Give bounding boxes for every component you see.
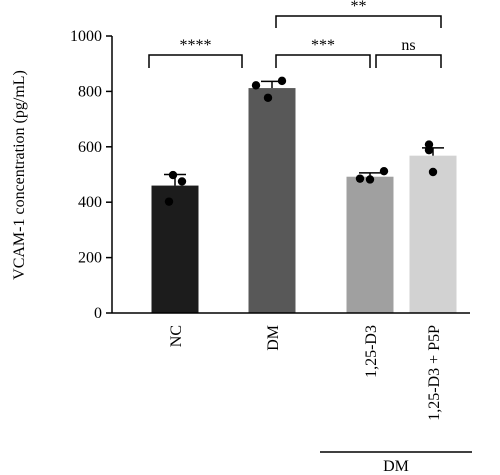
significance-bracket: [375, 54, 442, 68]
data-points: [164, 76, 438, 206]
y-tick-label: 200: [78, 250, 102, 267]
bar: [346, 176, 394, 313]
significance-label: **: [351, 0, 367, 15]
significance-bracket: [275, 54, 371, 68]
x-tick-label: 1,25-D3: [363, 325, 380, 378]
y-tick-label: 0: [94, 305, 102, 322]
significance-bracket: [275, 15, 442, 28]
data-point: [379, 166, 389, 176]
significance-label: ****: [180, 37, 212, 54]
group-label: DM: [383, 458, 409, 475]
y-axis: 0 200 400 600 800 1000: [70, 28, 113, 322]
significance-brackets: **** *** ns**: [148, 0, 442, 68]
bar: [409, 155, 457, 313]
x-axis: NC DM 1,25-D3 1,25-D3 + P5P: [112, 312, 470, 421]
data-point: [251, 81, 261, 90]
data-point: [428, 167, 438, 177]
significance-bracket: [148, 54, 243, 68]
y-axis-label: VCAM-1 concentration (pg/mL): [11, 70, 28, 280]
data-point: [365, 175, 375, 184]
data-point: [168, 170, 178, 180]
data-point: [263, 93, 273, 102]
y-tick-label: 800: [78, 83, 102, 100]
data-point: [424, 145, 434, 155]
y-tick-label: 600: [78, 139, 102, 156]
x-tick-label: DM: [265, 325, 282, 351]
data-point: [177, 177, 187, 186]
data-point: [164, 197, 174, 206]
y-tick-label: 400: [78, 194, 102, 211]
bars: [151, 80, 457, 314]
y-tick-label: 1000: [70, 28, 102, 45]
x-tick-label: NC: [168, 325, 185, 347]
bar: [151, 185, 199, 313]
x-tick-label: 1,25-D3 + P5P: [426, 325, 443, 421]
bar: [248, 88, 296, 314]
group-bracket: DM: [320, 451, 472, 475]
significance-label: ns: [401, 37, 415, 54]
significance-label: ***: [311, 37, 335, 54]
data-point: [277, 76, 287, 86]
data-point: [355, 174, 365, 183]
